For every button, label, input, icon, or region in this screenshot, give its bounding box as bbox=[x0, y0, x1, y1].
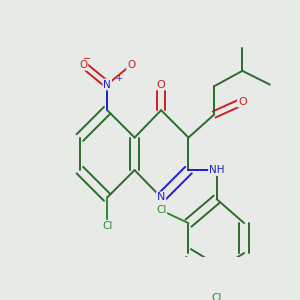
Text: −: − bbox=[83, 54, 91, 64]
Text: O: O bbox=[157, 80, 166, 89]
Text: NH: NH bbox=[209, 165, 224, 175]
Text: +: + bbox=[115, 74, 122, 83]
Text: N: N bbox=[103, 80, 111, 89]
Text: O: O bbox=[127, 60, 135, 70]
Text: Cl: Cl bbox=[212, 293, 222, 300]
Text: Cl: Cl bbox=[102, 221, 112, 231]
Text: O: O bbox=[79, 60, 87, 70]
Text: N: N bbox=[157, 193, 165, 202]
Text: O: O bbox=[238, 97, 247, 106]
Text: Cl: Cl bbox=[156, 205, 166, 215]
